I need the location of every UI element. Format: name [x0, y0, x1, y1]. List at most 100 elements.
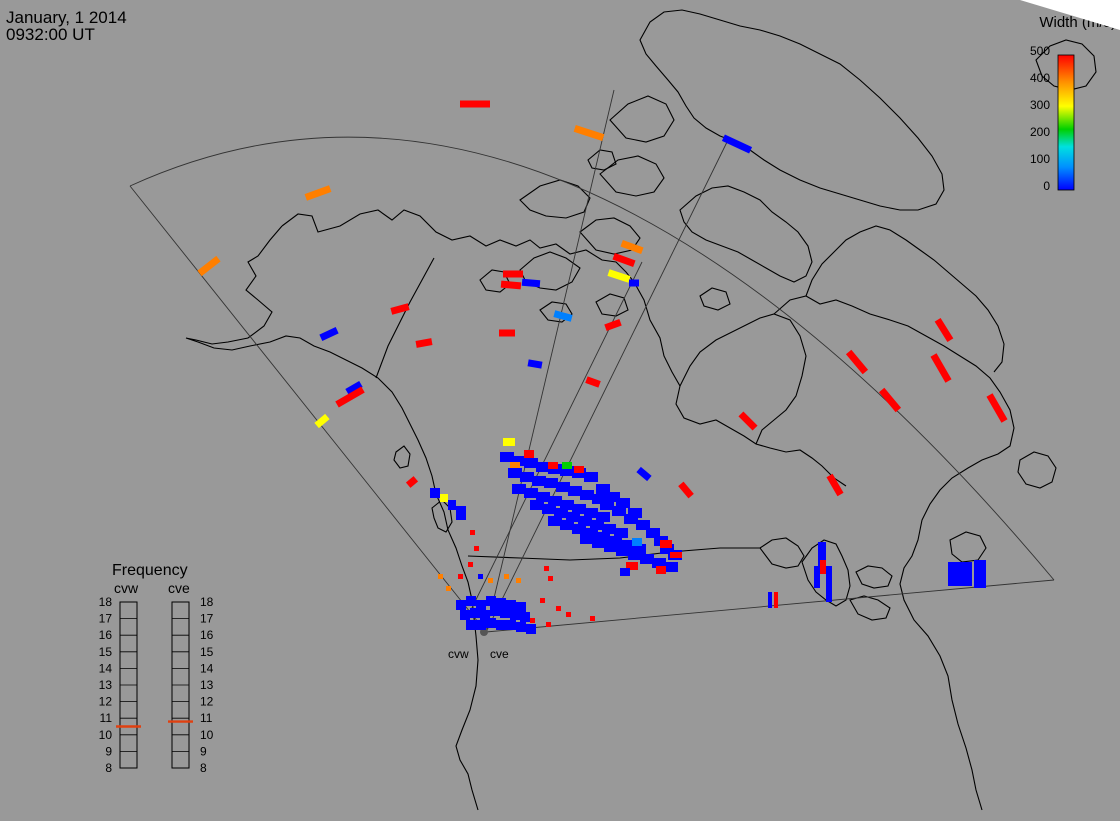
echo-cell [664, 562, 678, 572]
echo-cell [456, 600, 466, 610]
echo-cell [568, 486, 582, 496]
echo-cell [604, 318, 622, 332]
echo-cell [510, 462, 520, 468]
fov-outer-arc [129, 136, 1055, 581]
echo-cell [335, 386, 365, 408]
echo-cell [446, 586, 451, 591]
echo-cell [616, 546, 630, 556]
echo-cell [536, 492, 550, 502]
echo-cell [490, 606, 500, 616]
echo-cell [476, 620, 486, 630]
echo-cell [508, 468, 522, 478]
echo-cell [527, 359, 543, 369]
colorbar-tick-400: 400 [1030, 71, 1050, 85]
echo-cell [572, 504, 586, 514]
frequency-tick-right: 11 [200, 711, 213, 725]
echo-cell [974, 560, 982, 588]
colorbar-gradient [1057, 54, 1075, 191]
echo-cell [468, 562, 473, 567]
echo-cell [620, 239, 644, 255]
echo-cell [632, 544, 646, 554]
echo-cell [536, 462, 550, 472]
echo-cell [845, 349, 869, 375]
echo-cell [319, 327, 339, 341]
echo-cell [620, 540, 634, 550]
echo-cell [721, 134, 753, 154]
us-canada-border [467, 547, 760, 561]
frequency-scale: 18 18 17 17 16 16 15 15 14 14 13 13 12 12 11 11 10 10 9 9 8 8 [99, 595, 214, 775]
echo-cell [448, 500, 456, 510]
echo-cell [476, 600, 486, 610]
echo-cell [500, 280, 522, 290]
echo-cell [584, 508, 598, 518]
echo-cell [430, 488, 440, 498]
frequency-tick-right: 12 [200, 695, 214, 709]
echo-cell [660, 544, 674, 554]
echo-cell [629, 279, 639, 287]
echo-cell [574, 466, 584, 473]
echo-cell [524, 458, 538, 468]
echo-cell [544, 566, 549, 571]
echo-cell [560, 466, 574, 476]
colorbar-tick-300: 300 [1030, 98, 1050, 112]
echo-cell [670, 552, 682, 558]
echo-cell [415, 338, 433, 348]
echo-cell [607, 269, 631, 283]
echo-cell [612, 506, 626, 516]
echo-cell [560, 500, 574, 510]
echo-cell [602, 524, 616, 534]
echo-cell [554, 508, 568, 518]
colorbar-tick-200: 200 [1030, 125, 1050, 139]
echo-cell [548, 496, 562, 506]
echo-cell [614, 528, 628, 538]
echo-cell [632, 538, 642, 546]
time-label: 0932:00 UT [6, 25, 95, 44]
echo-cell [818, 542, 826, 568]
frequency-panel: Frequency cvw cve 18 18 17 17 16 16 15 15 14 14 13… [99, 562, 214, 775]
echo-cell [512, 484, 526, 494]
echo-cell [548, 462, 558, 469]
echo-cell [540, 598, 545, 603]
echo-cell [466, 596, 476, 606]
echo-cell [592, 538, 606, 548]
echo-cell [440, 494, 448, 502]
echo-cell [510, 610, 520, 620]
echo-cell [628, 550, 642, 560]
echo-cell [636, 520, 650, 530]
echo-cell [590, 520, 604, 530]
echo-cell [566, 512, 580, 522]
echo-cell [584, 528, 598, 538]
echo-cell [640, 554, 654, 564]
echo-cell [503, 438, 515, 446]
echo-cell [596, 512, 610, 522]
echo-cell [562, 462, 572, 469]
echo-cell [530, 618, 535, 623]
echo-cell [774, 592, 778, 608]
echo-cell [580, 490, 594, 500]
frequency-tick-left: 14 [99, 661, 113, 675]
echo-cell [560, 520, 574, 530]
echo-cell [486, 618, 496, 628]
echo-cell [980, 560, 986, 588]
frequency-tick-right: 16 [200, 628, 214, 642]
echo-cell [878, 387, 902, 413]
echo-cell [470, 530, 475, 535]
echo-cell [636, 466, 652, 482]
echo-cell [768, 592, 772, 608]
echo-cell [506, 620, 516, 630]
frequency-tick-right: 8 [200, 761, 207, 775]
echo-cell [470, 608, 480, 618]
frequency-tick-left: 12 [99, 695, 113, 709]
echo-cell [197, 255, 221, 277]
echo-cell [572, 524, 586, 534]
coastlines [185, 9, 1097, 811]
echo-cell [948, 562, 972, 586]
echo-cell [405, 476, 419, 488]
echo-cell [652, 558, 666, 568]
echo-cell [606, 492, 620, 502]
echo-cell [656, 566, 666, 574]
echo-cell [600, 500, 614, 510]
echo-cell [345, 380, 363, 396]
echo-cell [660, 540, 672, 548]
